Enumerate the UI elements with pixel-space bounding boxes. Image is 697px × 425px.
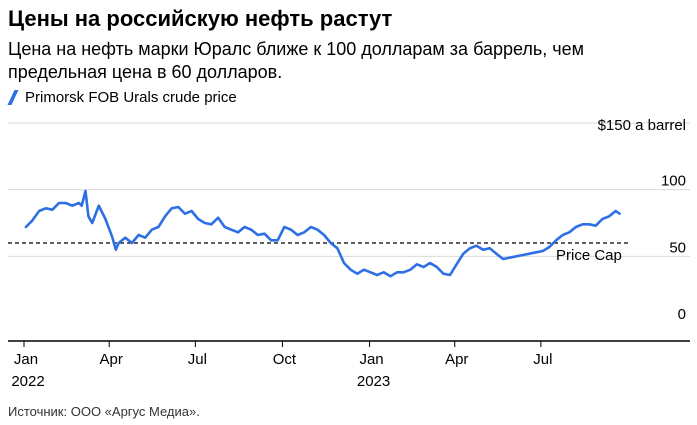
- source-note: Источник: ООО «Аргус Медиа».: [8, 404, 200, 419]
- x-tick-label-5: Apr: [445, 351, 468, 368]
- legend: Primorsk FOB Urals crude price: [7, 89, 237, 106]
- x-year-label-0: 2022: [11, 373, 44, 390]
- x-tick-label-1: Apr: [100, 351, 123, 368]
- chart-title: Цены на российскую нефть растут: [8, 6, 393, 31]
- y-tick-label-0: 0: [678, 306, 686, 323]
- legend-label: Primorsk FOB Urals crude price: [25, 89, 237, 106]
- price-cap-reference: Price Cap: [8, 242, 630, 264]
- y-axis-unit-label: $150 a barrel: [598, 117, 686, 134]
- series-layer: [24, 189, 621, 278]
- x-axis: Jan 2022 Apr Jul Oct Jan 2023 Apr Jul: [8, 340, 690, 390]
- chart-subtitle: Цена на нефть марки Юралс ближе к 100 до…: [8, 39, 585, 82]
- y-tick-label-50: 50: [669, 239, 686, 256]
- x-tick-label-0: Jan: [14, 351, 38, 368]
- grid: [8, 122, 690, 257]
- x-year-label-4: 2023: [357, 373, 390, 390]
- x-tick-label-3: Oct: [273, 351, 297, 368]
- price-cap-label: Price Cap: [556, 247, 622, 264]
- x-tick-label-4: Jan: [359, 351, 383, 368]
- y-tick-label-100: 100: [661, 173, 686, 190]
- series-line-0: [24, 189, 621, 278]
- x-tick-label-6: Jul: [533, 351, 552, 368]
- y-axis-labels: $150 a barrel 0 50 100: [598, 117, 686, 323]
- x-tick-label-2: Jul: [188, 351, 207, 368]
